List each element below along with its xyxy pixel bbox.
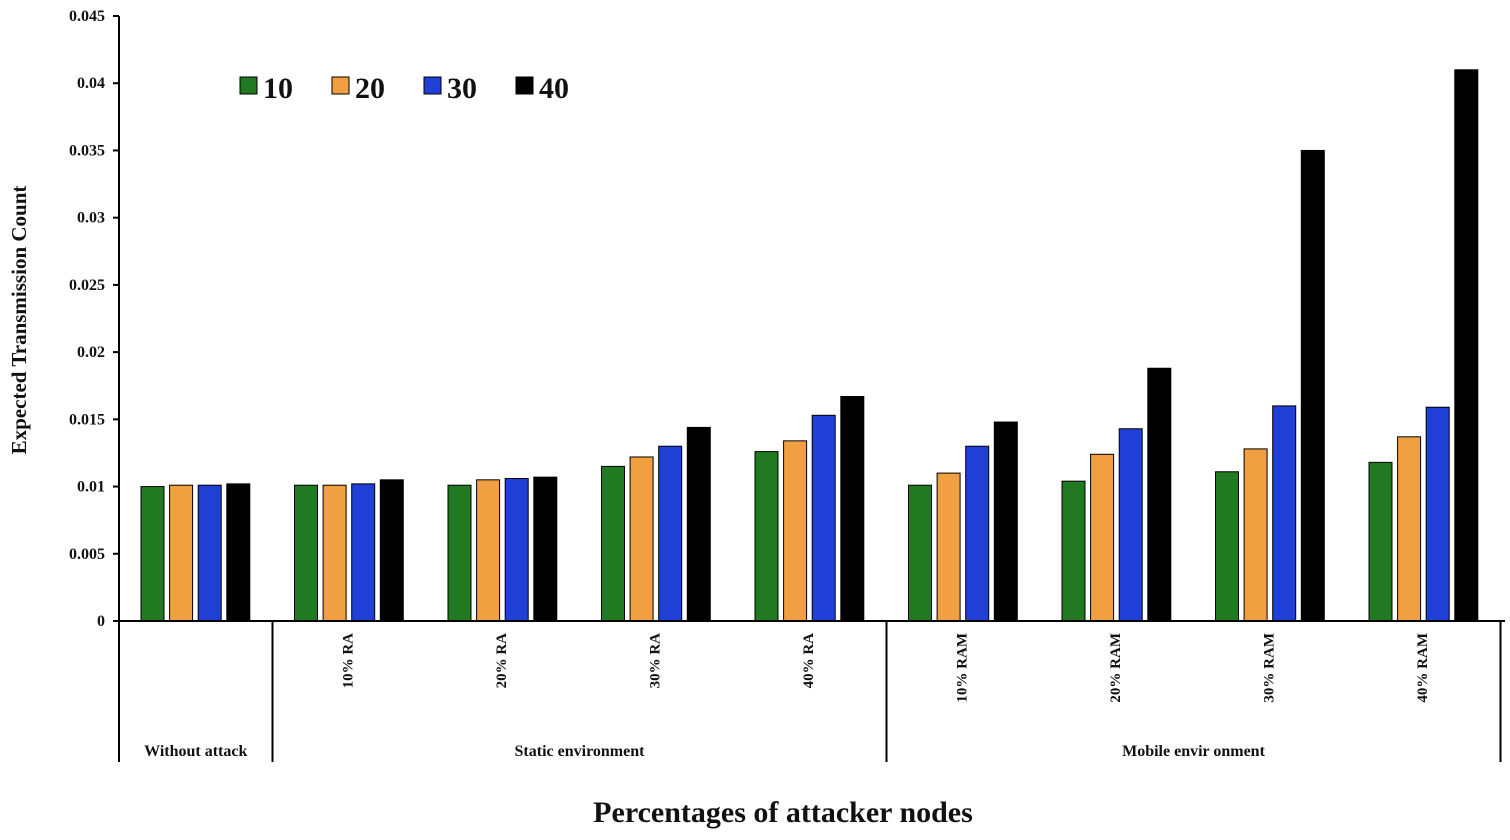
bar-30-40-ram bbox=[1425, 406, 1450, 622]
bar-20-10-ra bbox=[322, 484, 347, 622]
bar-30-without-attack bbox=[197, 484, 222, 622]
y-tick-label: 0.025 bbox=[69, 277, 105, 294]
x-group-label: Mobile envir onment bbox=[1122, 743, 1265, 760]
bar-10-40-ram bbox=[1368, 461, 1393, 622]
bar-20-without-attack bbox=[169, 484, 194, 622]
legend-label: 30 bbox=[447, 72, 477, 105]
x-axis-title: Percentages of attacker nodes bbox=[593, 796, 973, 829]
x-tick-label: 10% RA bbox=[340, 633, 356, 689]
bar-20-30-ram bbox=[1243, 448, 1268, 622]
x-tick-label: 30% RAM bbox=[1261, 633, 1277, 703]
x-group-label: Static environment bbox=[515, 743, 646, 760]
bar-40-10-ram bbox=[993, 421, 1018, 622]
y-tick-label: 0.015 bbox=[69, 411, 105, 428]
bar-40-without-attack bbox=[226, 483, 251, 622]
legend-item-30: 30 bbox=[423, 72, 477, 105]
bar-20-20-ra bbox=[476, 479, 501, 622]
x-group-label: Without attack bbox=[144, 743, 247, 760]
bar-30-20-ram bbox=[1118, 428, 1143, 622]
legend-label: 20 bbox=[355, 72, 385, 105]
bar-30-40-ra bbox=[811, 414, 836, 622]
bar-30-20-ra bbox=[504, 477, 529, 622]
legend-label: 10 bbox=[263, 72, 293, 105]
bar-40-40-ra bbox=[840, 395, 865, 622]
bar-30-30-ra bbox=[658, 445, 683, 622]
bar-30-10-ram bbox=[965, 445, 990, 622]
bar-20-20-ram bbox=[1090, 453, 1115, 622]
x-tick-label: 30% RA bbox=[647, 633, 663, 689]
legend: 10 20 30 40 bbox=[239, 72, 569, 105]
y-tick-label: 0.03 bbox=[77, 210, 105, 227]
legend-swatch bbox=[515, 76, 534, 95]
bar-40-20-ra bbox=[533, 476, 558, 622]
y-axis: 0 0.005 0.01 0.015 0.02 0.025 0.03 0.035 0.04 0.0… bbox=[69, 8, 120, 630]
bar-40-20-ram bbox=[1147, 367, 1172, 622]
bar-40-40-ram bbox=[1454, 69, 1479, 622]
bar-series bbox=[140, 69, 1479, 622]
bar-10-10-ra bbox=[294, 484, 318, 622]
legend-item-20: 20 bbox=[331, 72, 385, 105]
y-tick-label: 0.02 bbox=[77, 344, 105, 361]
legend-swatch bbox=[239, 76, 258, 95]
x-tick-label: 20% RAM bbox=[1108, 633, 1124, 703]
bar-30-10-ra bbox=[351, 483, 376, 622]
x-tick-label: 20% RA bbox=[494, 633, 510, 689]
bar-10-30-ram bbox=[1215, 471, 1239, 622]
y-tick-label: 0.045 bbox=[69, 8, 105, 25]
bar-10-10-ram bbox=[908, 484, 932, 622]
bar-10-without-attack bbox=[140, 486, 165, 622]
bar-10-30-ra bbox=[601, 465, 625, 622]
legend-item-40: 40 bbox=[515, 72, 569, 105]
bar-20-10-ram bbox=[936, 472, 961, 622]
bar-10-20-ra bbox=[447, 484, 472, 622]
y-tick-label: 0 bbox=[97, 613, 105, 630]
bar-20-40-ra bbox=[783, 440, 808, 622]
legend-item-10: 10 bbox=[239, 72, 293, 105]
bar-10-20-ram bbox=[1061, 480, 1086, 622]
y-tick-label: 0.04 bbox=[77, 75, 105, 92]
y-tick-label: 0.005 bbox=[69, 546, 105, 563]
x-tick-label: 40% RAM bbox=[1415, 633, 1431, 703]
legend-label: 40 bbox=[539, 72, 569, 105]
bar-10-40-ra bbox=[754, 451, 779, 622]
x-axis: 10% RA 20% RA 30% RA 40% RA 10% RAM 20% RAM 30… bbox=[118, 620, 1505, 762]
y-axis-title: Expected Transmission Count bbox=[7, 186, 31, 455]
bar-30-30-ram bbox=[1272, 405, 1297, 622]
legend-swatch bbox=[423, 76, 442, 95]
legend-swatch bbox=[331, 76, 350, 95]
x-tick-label: 10% RAM bbox=[954, 633, 970, 703]
bar-20-30-ra bbox=[629, 456, 654, 622]
y-tick-label: 0.01 bbox=[77, 479, 105, 496]
bar-40-30-ram bbox=[1300, 149, 1325, 622]
bar-20-40-ram bbox=[1397, 436, 1422, 622]
x-tick-label: 40% RA bbox=[801, 633, 817, 689]
bar-40-10-ra bbox=[379, 479, 404, 622]
y-tick-label: 0.035 bbox=[69, 142, 105, 159]
bar-40-30-ra bbox=[686, 426, 711, 622]
